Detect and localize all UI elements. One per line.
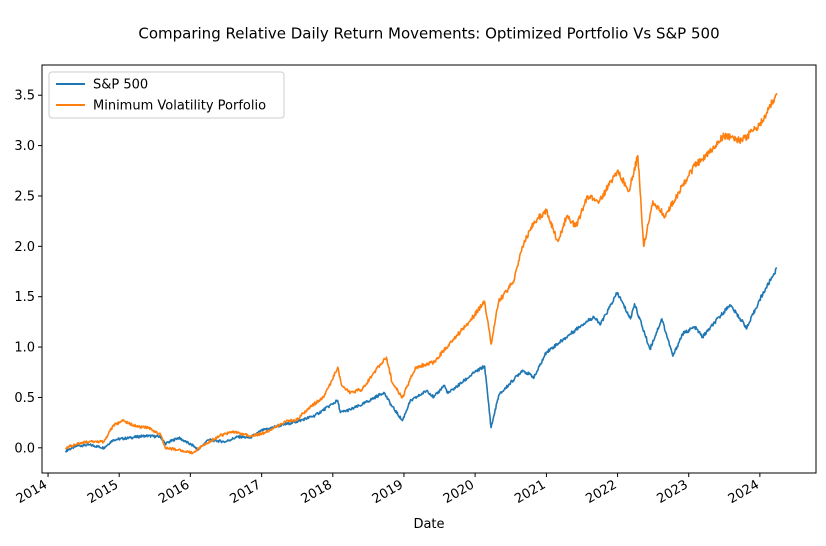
y-tick-label: 2.5 [14,189,35,204]
chart-title: Comparing Relative Daily Return Movement… [138,25,719,43]
legend-label-sp500: S&P 500 [93,78,148,93]
series-line-min-volatility [64,92,778,455]
legend: S&P 500 Minimum Volatility Porfolio [48,71,285,119]
legend-box [48,71,285,119]
series-layer [64,92,778,455]
plot-area-frame [41,64,817,474]
y-tick-label: 0.0 [14,441,35,456]
y-axis: 0.0 0.5 1.0 1.5 2.0 2.5 3.0 3.5 [14,89,42,456]
y-tick-label: 2.0 [14,240,35,255]
y-tick-label: 1.5 [14,290,35,305]
y-tick-label: 1.0 [14,341,35,356]
y-tick-label: 0.5 [14,391,35,406]
series-line-sp500 [64,267,778,453]
x-axis-label: Date [413,517,444,532]
y-tick-label: 3.0 [14,139,35,154]
legend-label-min-volatility: Minimum Volatility Porfolio [93,99,266,114]
y-tick-label: 3.5 [14,89,35,104]
